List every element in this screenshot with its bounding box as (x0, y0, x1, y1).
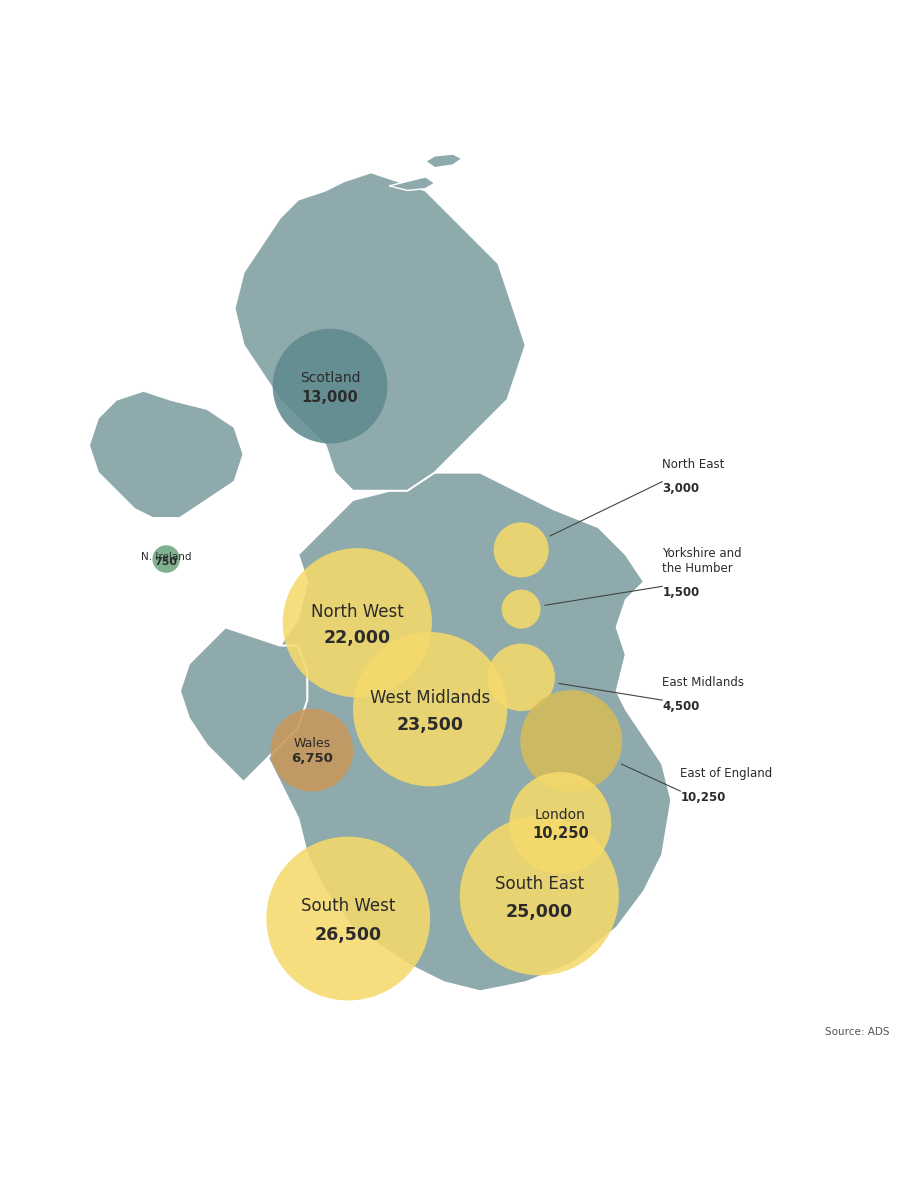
Circle shape (509, 772, 612, 874)
Text: 3,000: 3,000 (663, 481, 699, 494)
Polygon shape (389, 176, 434, 191)
Circle shape (152, 545, 180, 572)
Text: 23,500: 23,500 (396, 715, 464, 733)
Text: South East: South East (494, 875, 584, 893)
Text: 26,500: 26,500 (315, 926, 382, 944)
Text: Wales: Wales (293, 738, 331, 750)
Text: 750: 750 (154, 557, 177, 566)
Text: 13,000: 13,000 (301, 390, 359, 406)
Text: 10,250: 10,250 (680, 791, 725, 804)
Circle shape (460, 816, 619, 976)
Text: N. Ireland: N. Ireland (141, 552, 191, 562)
Text: South West: South West (301, 898, 395, 916)
Circle shape (283, 548, 432, 697)
Circle shape (487, 643, 555, 712)
Circle shape (502, 589, 541, 629)
Text: London: London (535, 809, 586, 822)
Text: 4,500: 4,500 (663, 700, 699, 713)
Circle shape (273, 329, 387, 444)
Text: Source: ADS: Source: ADS (825, 1027, 890, 1037)
Polygon shape (426, 154, 462, 168)
Text: 1,500: 1,500 (663, 587, 699, 599)
Circle shape (520, 690, 622, 792)
Text: Yorkshire and
the Humber: Yorkshire and the Humber (663, 547, 742, 576)
Text: East Midlands: East Midlands (663, 676, 744, 689)
Circle shape (493, 522, 549, 577)
Polygon shape (235, 173, 526, 491)
Text: Scotland: Scotland (299, 371, 360, 384)
Text: East of England: East of England (680, 767, 772, 780)
Polygon shape (252, 473, 672, 991)
Circle shape (271, 709, 353, 792)
Text: 6,750: 6,750 (291, 752, 333, 764)
Circle shape (266, 836, 431, 1001)
Text: North West: North West (311, 602, 404, 620)
Text: West Midlands: West Midlands (370, 689, 491, 707)
Text: 22,000: 22,000 (323, 629, 391, 647)
Text: 25,000: 25,000 (505, 902, 573, 920)
Circle shape (353, 632, 507, 786)
Polygon shape (89, 391, 244, 518)
Text: North East: North East (663, 457, 724, 470)
Polygon shape (180, 628, 308, 782)
Text: 10,250: 10,250 (532, 826, 589, 841)
